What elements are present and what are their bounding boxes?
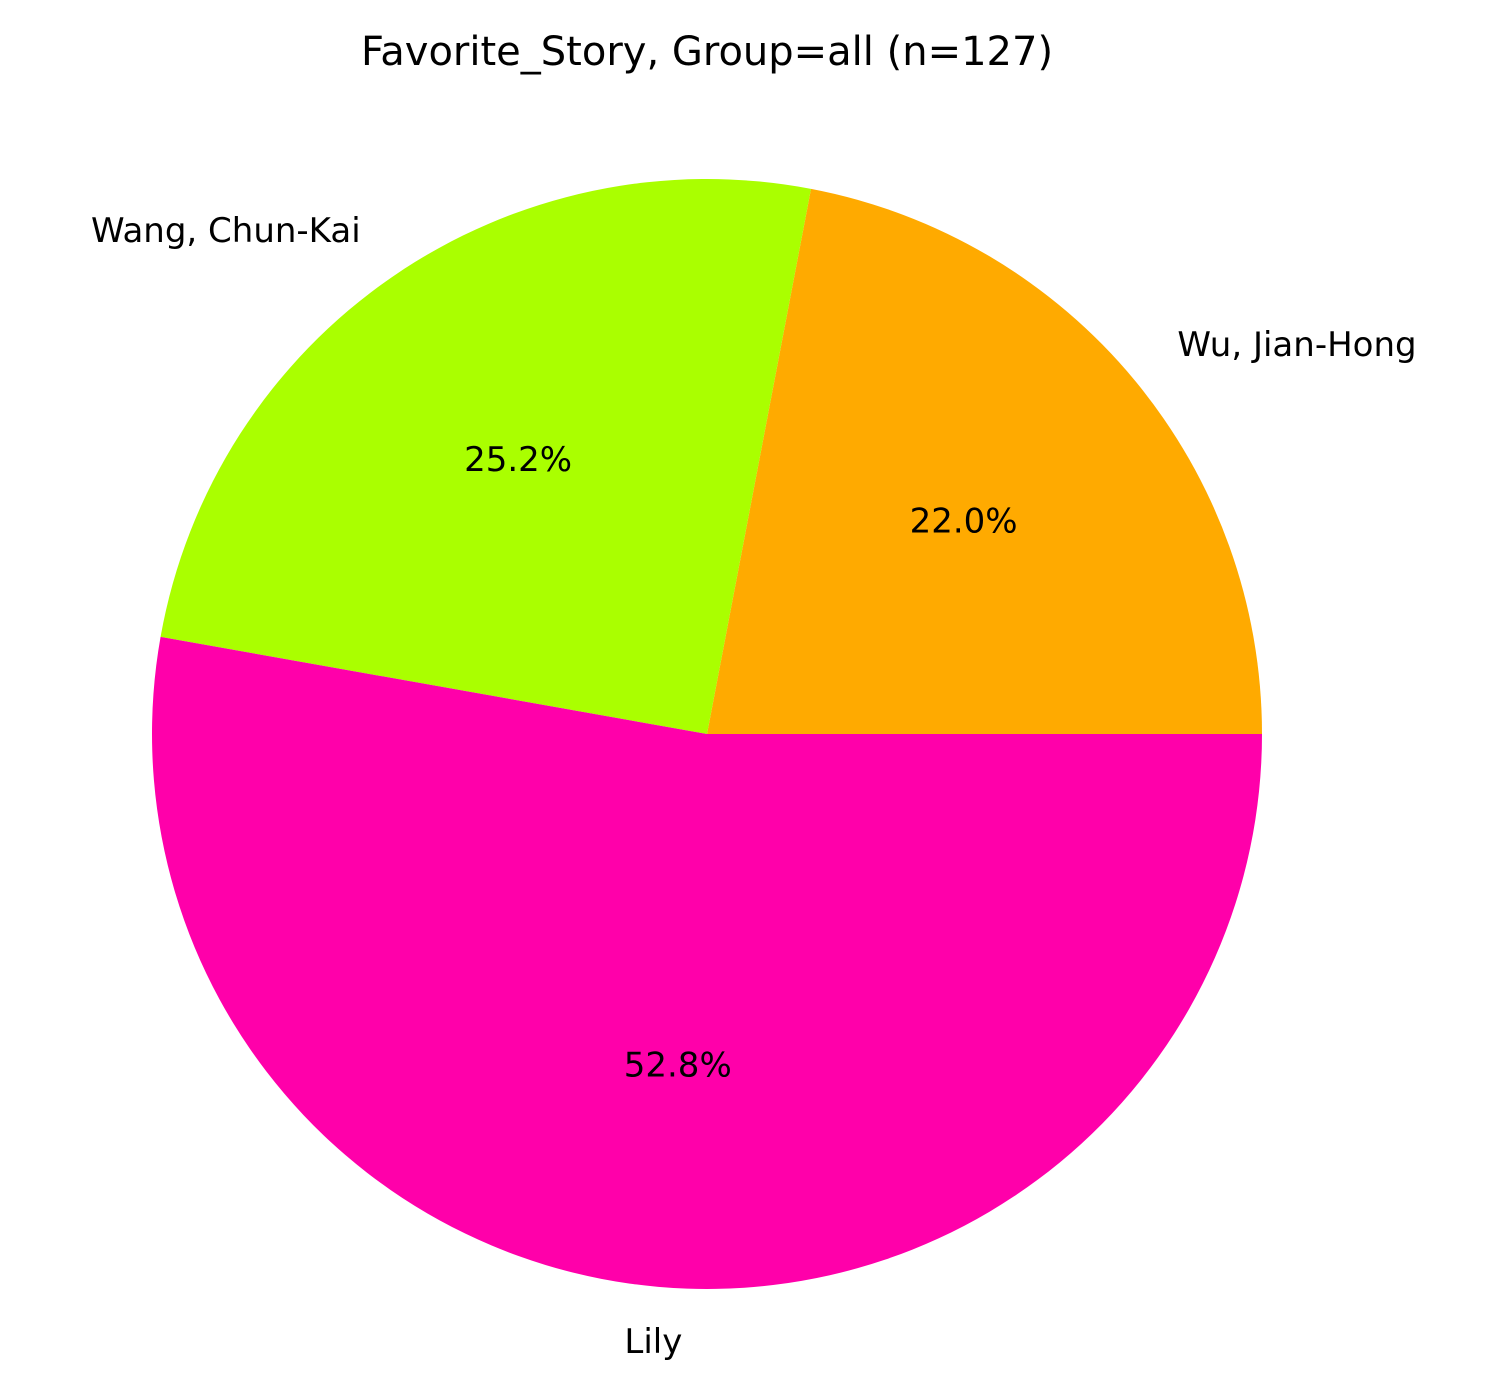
- slice-label-wang-chun-kai: Wang, Chun-Kai: [91, 211, 361, 251]
- slice-percent-wu-jian-hong: 22.0%: [910, 502, 1018, 542]
- slice-label-lily: Lily: [624, 1322, 682, 1362]
- slice-percent-wang-chun-kai: 25.2%: [464, 440, 572, 480]
- pie-labels: Wu, Jian-Hong 22.0% Wang, Chun-Kai 25.2% Lil…: [91, 211, 1417, 1362]
- slice-label-wu-jian-hong: Wu, Jian-Hong: [1177, 325, 1416, 365]
- pie-slice-wang-chun-kai: [160, 179, 811, 735]
- pie-slices: [152, 179, 1262, 1289]
- slice-percent-lily: 52.8%: [624, 1046, 732, 1086]
- pie-slice-wu-jian-hong: [707, 188, 1262, 735]
- chart-title: Favorite_Story, Group=all (n=127): [361, 29, 1053, 75]
- pie-slice-lily: [152, 636, 1262, 1289]
